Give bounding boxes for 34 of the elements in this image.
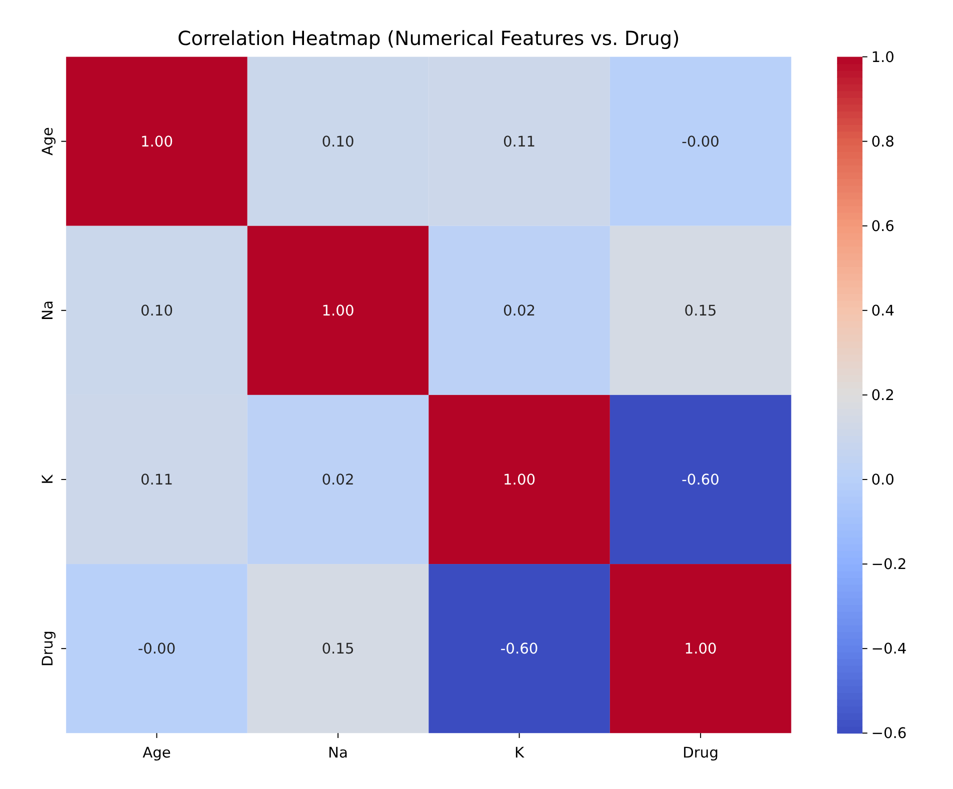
data-label: -0.60	[500, 640, 538, 658]
color-bar-label: 0.8	[871, 133, 894, 150]
color-bar-label: 0.4	[871, 302, 894, 320]
color-bar-label: −0.2	[871, 556, 907, 574]
x-tick-label: Drug	[682, 744, 718, 762]
color-bar-label: 0.6	[871, 218, 894, 235]
data-label: 1.00	[503, 472, 536, 489]
y-tick-label: Drug	[39, 630, 56, 666]
x-tick-label: K	[514, 744, 524, 762]
data-label: 0.10	[140, 302, 174, 320]
color-bar-label: −0.4	[871, 640, 907, 658]
data-label: 1.00	[684, 640, 717, 658]
y-tick-label: Na	[39, 300, 56, 320]
x-tick-label: Na	[328, 744, 348, 762]
y-tick-label: K	[39, 474, 56, 484]
color-bar-label: −0.6	[871, 725, 907, 742]
data-label: 0.10	[322, 133, 354, 150]
data-label: 0.11	[140, 472, 174, 489]
data-label: -0.00	[682, 133, 720, 150]
data-label: -0.00	[138, 640, 176, 658]
data-label: 0.02	[503, 302, 536, 320]
color-bar-label: 0.2	[871, 387, 894, 404]
data-label: 0.15	[322, 640, 354, 658]
color-bar-label: 1.0	[871, 48, 894, 66]
x-tick-label: Age	[142, 744, 171, 762]
chart-title: Correlation Heatmap (Numerical Features vs. Drug)	[178, 27, 680, 50]
data-label: 0.02	[322, 472, 354, 489]
y-tick-label: Age	[39, 127, 56, 156]
data-label: 0.15	[684, 302, 717, 320]
data-label: 0.11	[503, 133, 536, 150]
data-label: -0.60	[682, 472, 720, 489]
data-label: 1.00	[322, 302, 354, 320]
data-label: 1.00	[140, 133, 174, 150]
color-bar-label: 0.0	[871, 472, 894, 489]
